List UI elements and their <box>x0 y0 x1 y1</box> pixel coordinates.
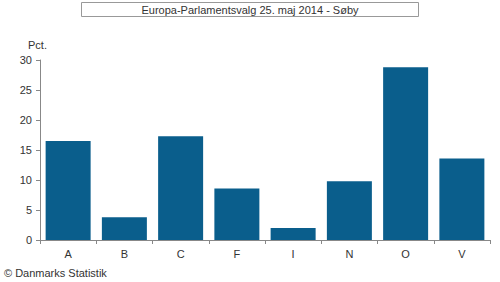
svg-text:Pct.: Pct. <box>28 39 47 51</box>
svg-text:5: 5 <box>26 204 32 216</box>
svg-text:20: 20 <box>20 114 32 126</box>
svg-text:15: 15 <box>20 144 32 156</box>
svg-text:V: V <box>458 248 466 260</box>
svg-text:I: I <box>292 248 295 260</box>
svg-text:N: N <box>345 248 353 260</box>
svg-text:C: C <box>177 248 185 260</box>
svg-text:A: A <box>64 248 72 260</box>
svg-text:25: 25 <box>20 84 32 96</box>
svg-text:10: 10 <box>20 174 32 186</box>
svg-text:0: 0 <box>26 234 32 246</box>
svg-text:B: B <box>121 248 128 260</box>
svg-text:F: F <box>234 248 241 260</box>
svg-text:O: O <box>401 248 410 260</box>
svg-text:Europa-Parlamentsvalg 25. maj: Europa-Parlamentsvalg 25. maj 2014 - Søb… <box>141 4 359 16</box>
svg-text:© Danmarks Statistik: © Danmarks Statistik <box>4 267 107 279</box>
svg-text:30: 30 <box>20 54 32 66</box>
